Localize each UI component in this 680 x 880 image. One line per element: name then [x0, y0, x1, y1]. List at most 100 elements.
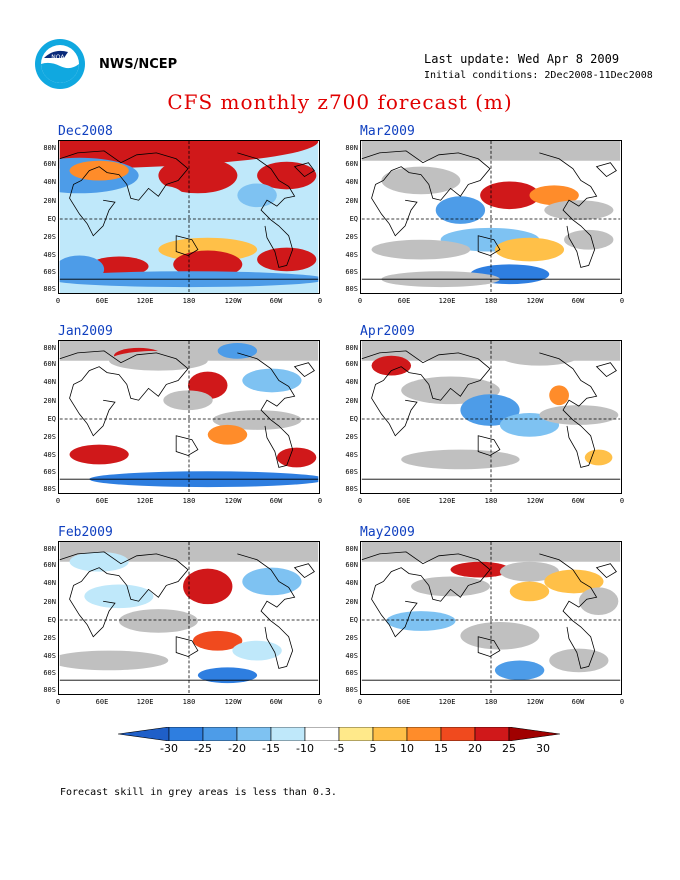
anomaly-region	[232, 640, 282, 661]
anomaly-region	[242, 368, 302, 393]
month-label: Jan2009	[58, 324, 113, 339]
latitude-label: 20S	[345, 433, 358, 441]
map-panel: Apr2009 80N 60N 40N 20N EQ 20S 40S 60S 80S 0 60E 12…	[345, 324, 624, 518]
anomaly-region	[494, 237, 565, 262]
world-map	[360, 140, 622, 294]
latitude-label: 20N	[345, 197, 358, 205]
footer-note: Forecast skill in grey areas is less tha…	[60, 787, 337, 798]
coastline	[361, 350, 491, 437]
longitude-label: 60W	[269, 497, 283, 505]
colorbar-label: 25	[502, 742, 516, 755]
latitude-label: EQ	[349, 616, 358, 624]
longitude-label: 120E	[438, 497, 456, 505]
longitude-label: 180	[182, 698, 196, 706]
anomaly-region	[529, 185, 579, 206]
coastline	[59, 551, 189, 638]
longitude-label: 120W	[526, 297, 544, 305]
coastline	[59, 350, 189, 437]
anomaly-region	[59, 650, 169, 671]
anomaly-region	[435, 196, 486, 224]
longitude-label: 0	[357, 497, 363, 505]
anomaly-region	[564, 229, 614, 250]
anomaly-region	[207, 424, 248, 445]
latitude-label: 80S	[43, 686, 56, 694]
anomaly-region	[549, 385, 569, 406]
latitude-label: 20N	[43, 598, 56, 606]
coastline	[237, 152, 296, 268]
latitude-label: 20S	[345, 233, 358, 241]
latitude-label: EQ	[47, 616, 56, 624]
colorbar-label: -25	[194, 742, 212, 755]
latitude-label: 60N	[43, 160, 56, 168]
anomaly-region	[163, 390, 213, 411]
latitude-label: 80S	[345, 686, 358, 694]
anomaly-region	[460, 621, 540, 650]
anomaly-region	[460, 394, 520, 426]
coastline	[539, 152, 598, 268]
latitude-label: 60N	[345, 360, 358, 368]
latitude-label: 60S	[43, 669, 56, 677]
anomaly-region	[192, 630, 243, 651]
colorbar-label: 10	[400, 742, 414, 755]
anomaly-region	[59, 229, 139, 250]
anomaly-region	[109, 350, 208, 371]
latitude-label: 40N	[345, 378, 358, 386]
latitude-label: 80N	[43, 344, 56, 352]
latitude-label: 60S	[43, 468, 56, 476]
noaa-logo: NOAA	[35, 39, 85, 89]
colorbar-swatch	[406, 727, 442, 741]
latitude-label: EQ	[47, 415, 56, 423]
latitude-label: 40N	[345, 178, 358, 186]
month-label: May2009	[360, 525, 415, 540]
anomaly-region	[539, 405, 619, 425]
map-panel: Feb2009 80N 60N 40N 20N EQ 20S 40S 60S 80S 0 60E 12…	[43, 525, 322, 719]
latitude-label: 40N	[43, 378, 56, 386]
latitude-label: 20N	[43, 397, 56, 405]
longitude-label: 0	[357, 297, 363, 305]
coastline	[477, 636, 501, 657]
latitude-label: 80N	[345, 144, 358, 152]
latitude-label: 20N	[345, 598, 358, 606]
latitude-label: 60N	[345, 160, 358, 168]
anomaly-region	[276, 447, 317, 468]
anomaly-region	[257, 247, 317, 272]
anomaly-region	[183, 568, 233, 605]
colorbar-label: -30	[160, 742, 178, 755]
latitude-label: 20N	[345, 397, 358, 405]
longitude-label: 180	[484, 497, 498, 505]
world-map	[58, 340, 320, 494]
anomaly-region	[480, 181, 540, 210]
latitude-label: 40S	[345, 451, 358, 459]
longitude-label: 0	[317, 297, 323, 305]
colorbar-swatch	[372, 727, 408, 741]
longitude-label: 120W	[224, 297, 242, 305]
latitude-label: 60S	[345, 468, 358, 476]
colorbar-swatch	[270, 727, 306, 741]
coastline	[293, 362, 315, 378]
anomaly-region	[197, 667, 258, 684]
longitude-label: 120E	[136, 698, 154, 706]
coastline	[595, 362, 617, 378]
latitude-label: 20S	[43, 233, 56, 241]
longitude-label: 60W	[269, 297, 283, 305]
latitude-label: 20S	[43, 634, 56, 642]
latitude-label: EQ	[47, 215, 56, 223]
longitude-label: 120W	[526, 497, 544, 505]
colorbar-swatch	[338, 727, 374, 741]
anomaly-region	[173, 250, 243, 279]
map-panel: Jan2009 80N 60N 40N 20N EQ 20S 40S 60S 80S 0 60E 12…	[43, 324, 322, 518]
world-map	[360, 541, 622, 695]
anomaly-region	[381, 166, 461, 195]
longitude-label: 180	[182, 297, 196, 305]
anomaly-region	[499, 561, 560, 582]
coastline	[293, 162, 315, 178]
longitude-label: 120E	[438, 698, 456, 706]
longitude-label: 180	[484, 297, 498, 305]
colorbar-label: -20	[228, 742, 246, 755]
month-label: Mar2009	[360, 124, 415, 139]
anomaly-region	[371, 239, 471, 260]
anomaly-region	[118, 609, 198, 633]
longitude-label: 120W	[224, 698, 242, 706]
longitude-label: 60W	[571, 297, 585, 305]
month-label: Apr2009	[360, 324, 415, 339]
